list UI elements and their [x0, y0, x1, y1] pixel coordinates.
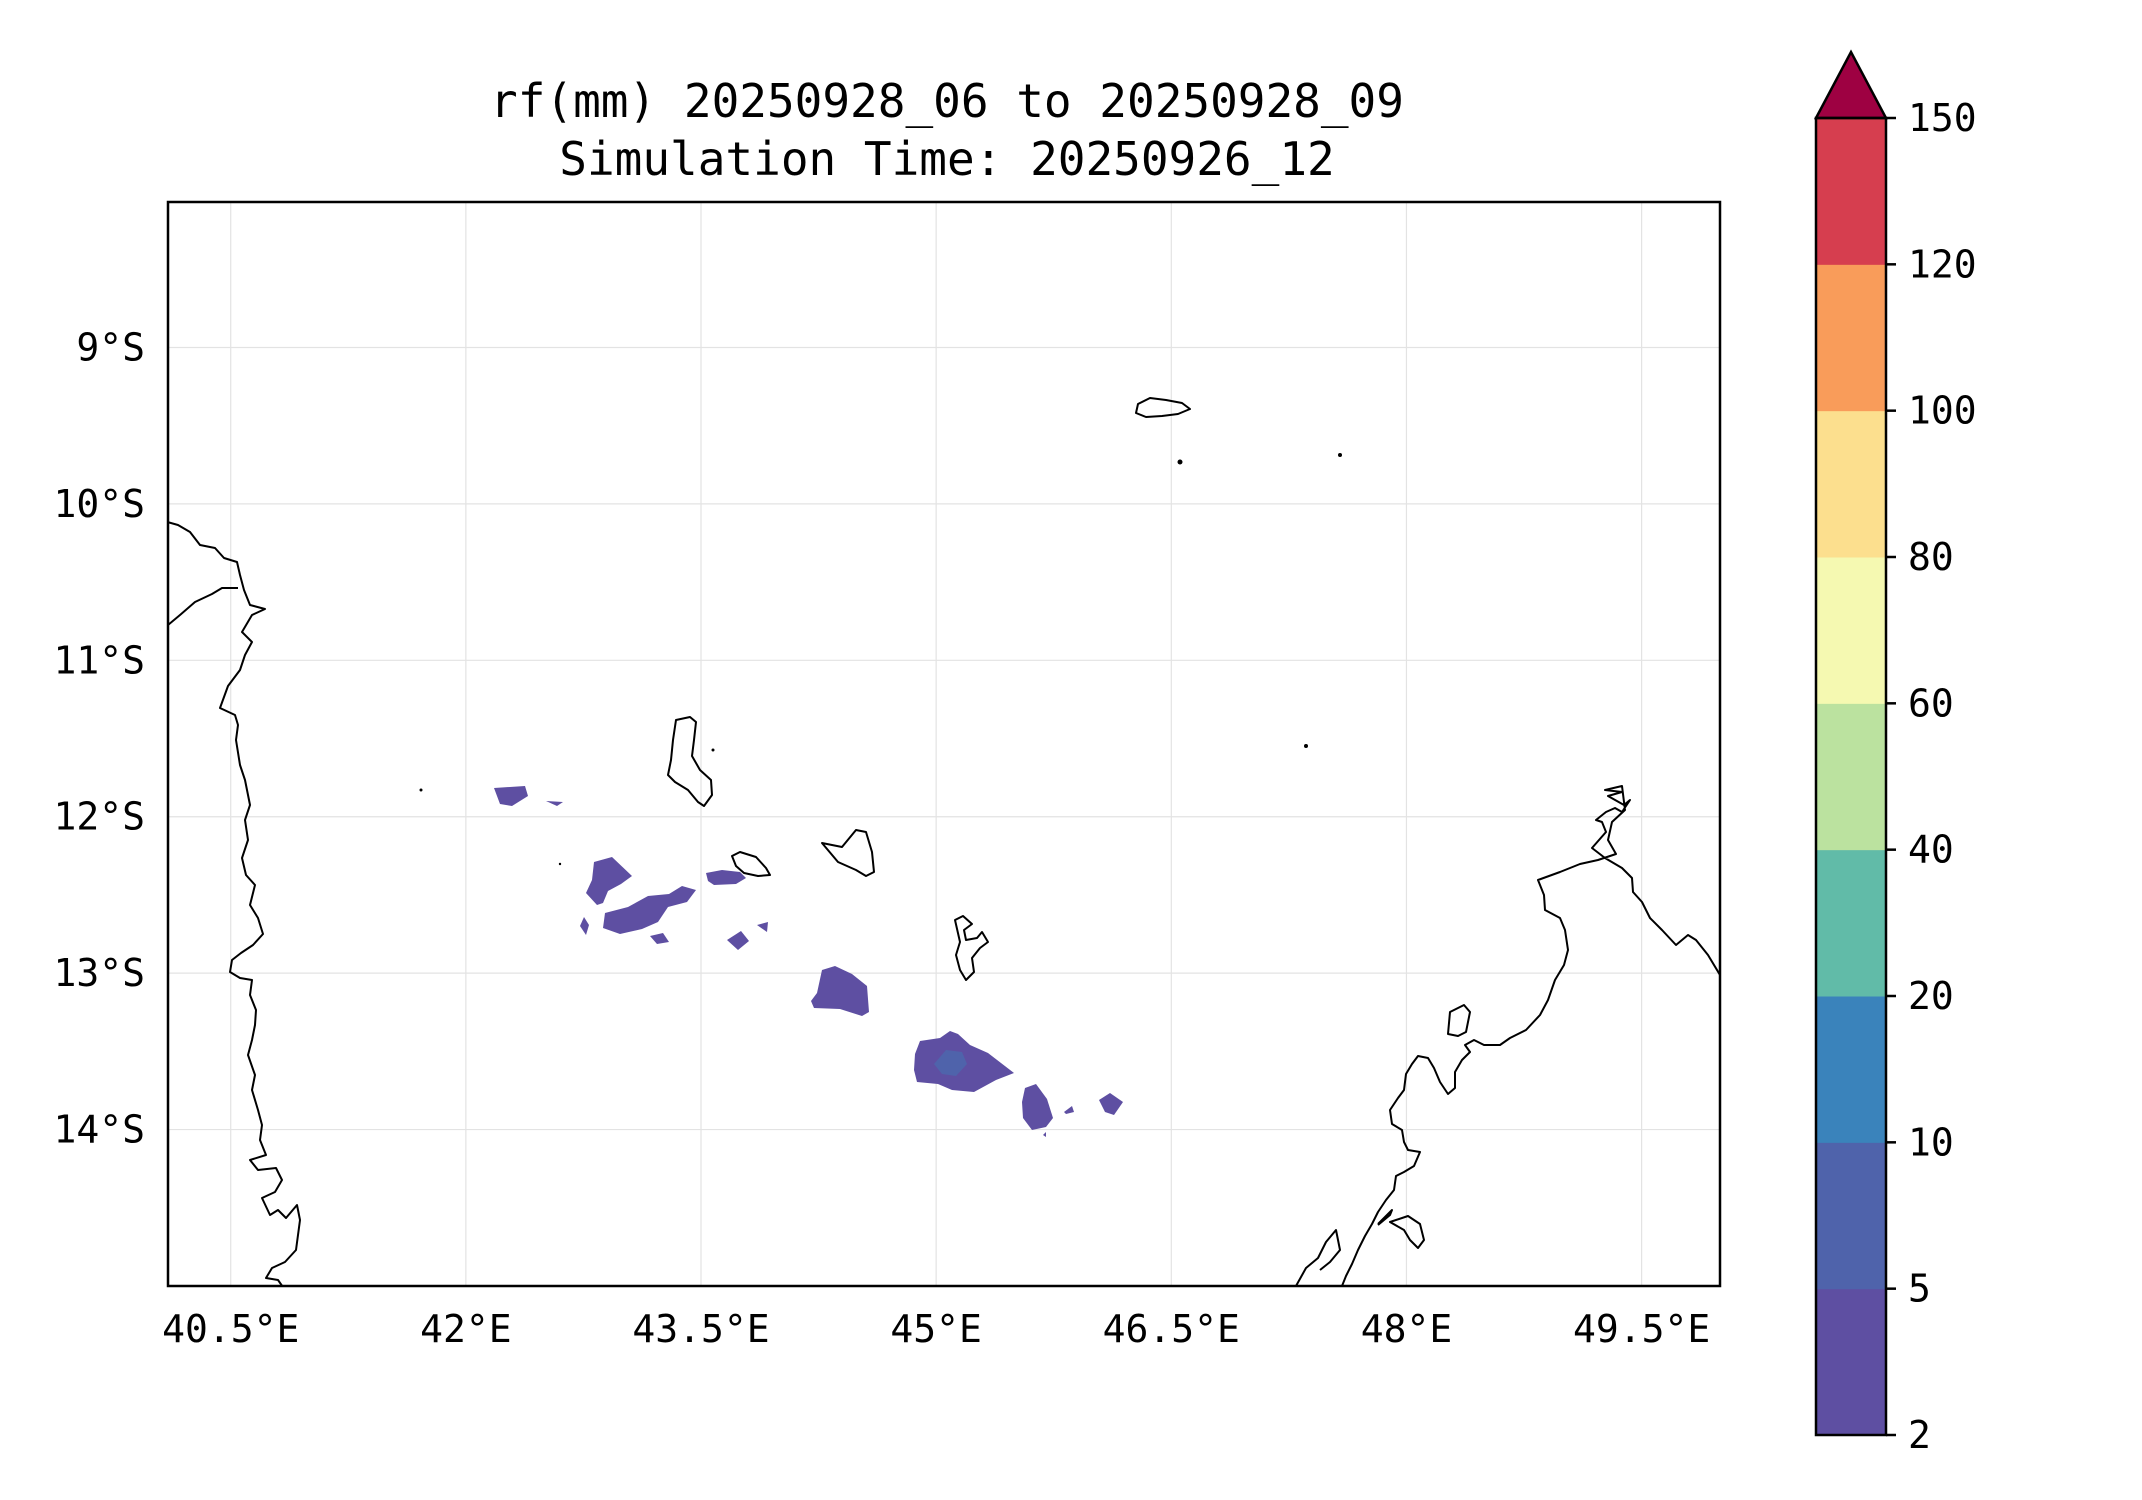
lat-tick-label: 13°S	[53, 951, 145, 995]
anjouan-coast	[821, 829, 875, 877]
mayotte-coast	[954, 915, 989, 981]
latitude-tick-labels: 9°S 10°S 11°S 12°S 13°S 14°S	[53, 325, 145, 1151]
grande-comore-coast	[667, 716, 713, 807]
lat-tick-label: 9°S	[76, 325, 145, 369]
islet-coast	[1389, 1215, 1425, 1249]
colorbar-tick-label: 10	[1908, 1120, 1954, 1164]
colorbar-tick-label: 2	[1908, 1413, 1931, 1457]
rainfall-patches	[494, 786, 1123, 1137]
rain-cell	[586, 857, 632, 905]
lon-tick-label: 43.5°E	[632, 1307, 769, 1351]
colorbar-tick-label: 120	[1908, 242, 1977, 286]
map-frame	[166, 200, 1722, 1288]
lon-tick-label: 40.5°E	[162, 1307, 299, 1351]
colorbar-segment	[1816, 118, 1886, 265]
map-title-line2: Simulation Time: 20250926_12	[559, 132, 1335, 186]
islets	[419, 453, 1342, 866]
colorbar-tick-label: 5	[1908, 1267, 1931, 1311]
lon-tick-label: 46.5°E	[1103, 1307, 1240, 1351]
colorbar-tick-label: 150	[1908, 96, 1977, 140]
rain-cell	[811, 966, 869, 1016]
lat-tick-label: 14°S	[53, 1108, 145, 1152]
rain-cell	[1043, 1132, 1046, 1137]
rain-cell	[706, 870, 746, 885]
colorbar-tick-label: 60	[1908, 681, 1954, 725]
rain-cell	[650, 933, 669, 944]
islet	[711, 748, 715, 752]
colorbar-segment	[1816, 557, 1886, 704]
map-title-line1: rf(mm) 20250928_06 to 20250928_09	[490, 74, 1404, 128]
colorbar-tick-label: 80	[1908, 535, 1954, 579]
colorbar-tick-label: 100	[1908, 389, 1977, 433]
rain-cell	[546, 801, 563, 806]
lat-tick-label: 11°S	[53, 638, 145, 682]
colorbar-tick-label: 40	[1908, 828, 1954, 872]
rain-cell	[727, 931, 749, 950]
map-gridlines	[168, 202, 1720, 1286]
colorbar-frame	[1814, 116, 1888, 1437]
colorbar: 2 5 10 20 40 60 80 100 120 150	[1813, 49, 1977, 1457]
map-panel	[168, 202, 1720, 1286]
rain-cell	[603, 886, 696, 934]
rain-cell	[494, 786, 528, 806]
islet	[419, 788, 423, 792]
lon-tick-label: 48°E	[1361, 1307, 1453, 1351]
colorbar-segment	[1816, 1288, 1886, 1436]
rain-cell	[1064, 1106, 1074, 1114]
rain-cell	[1099, 1093, 1123, 1115]
lon-tick-label: 45°E	[890, 1307, 982, 1351]
small-island-coast	[1295, 1209, 1393, 1286]
aldabra-coast	[1135, 397, 1191, 418]
madagascar-coast	[1341, 785, 1720, 1286]
colorbar-segment	[1816, 1142, 1886, 1290]
moheli-coast	[731, 851, 771, 877]
lat-tick-label: 12°S	[53, 795, 145, 839]
colorbar-segment	[1816, 264, 1886, 412]
islet	[558, 862, 562, 866]
rain-cell	[757, 922, 768, 932]
colorbar-segment	[1816, 996, 1886, 1143]
coastlines	[168, 397, 1720, 1286]
colorbar-tick-label: 20	[1908, 974, 1954, 1018]
colorbar-segment	[1816, 849, 1886, 997]
nosy-be-coast	[1447, 1004, 1471, 1037]
colorbar-segment	[1816, 410, 1886, 558]
lon-tick-label: 42°E	[420, 1307, 512, 1351]
colorbar-extend-arrow	[1813, 49, 1889, 120]
rain-cell	[1022, 1084, 1053, 1130]
african-coastline-north	[168, 587, 238, 626]
longitude-tick-labels: 40.5°E 42°E 43.5°E 45°E 46.5°E 48°E 49.5°E	[162, 1307, 1710, 1351]
lat-tick-label: 10°S	[53, 482, 145, 526]
rain-cell-core	[934, 1050, 967, 1076]
islet	[1304, 744, 1308, 748]
islet	[1177, 459, 1183, 465]
african-coastline	[168, 521, 301, 1286]
colorbar-segment	[1816, 703, 1886, 851]
lon-tick-label: 49.5°E	[1573, 1307, 1710, 1351]
rain-cell	[580, 917, 589, 935]
islet	[1338, 453, 1342, 457]
